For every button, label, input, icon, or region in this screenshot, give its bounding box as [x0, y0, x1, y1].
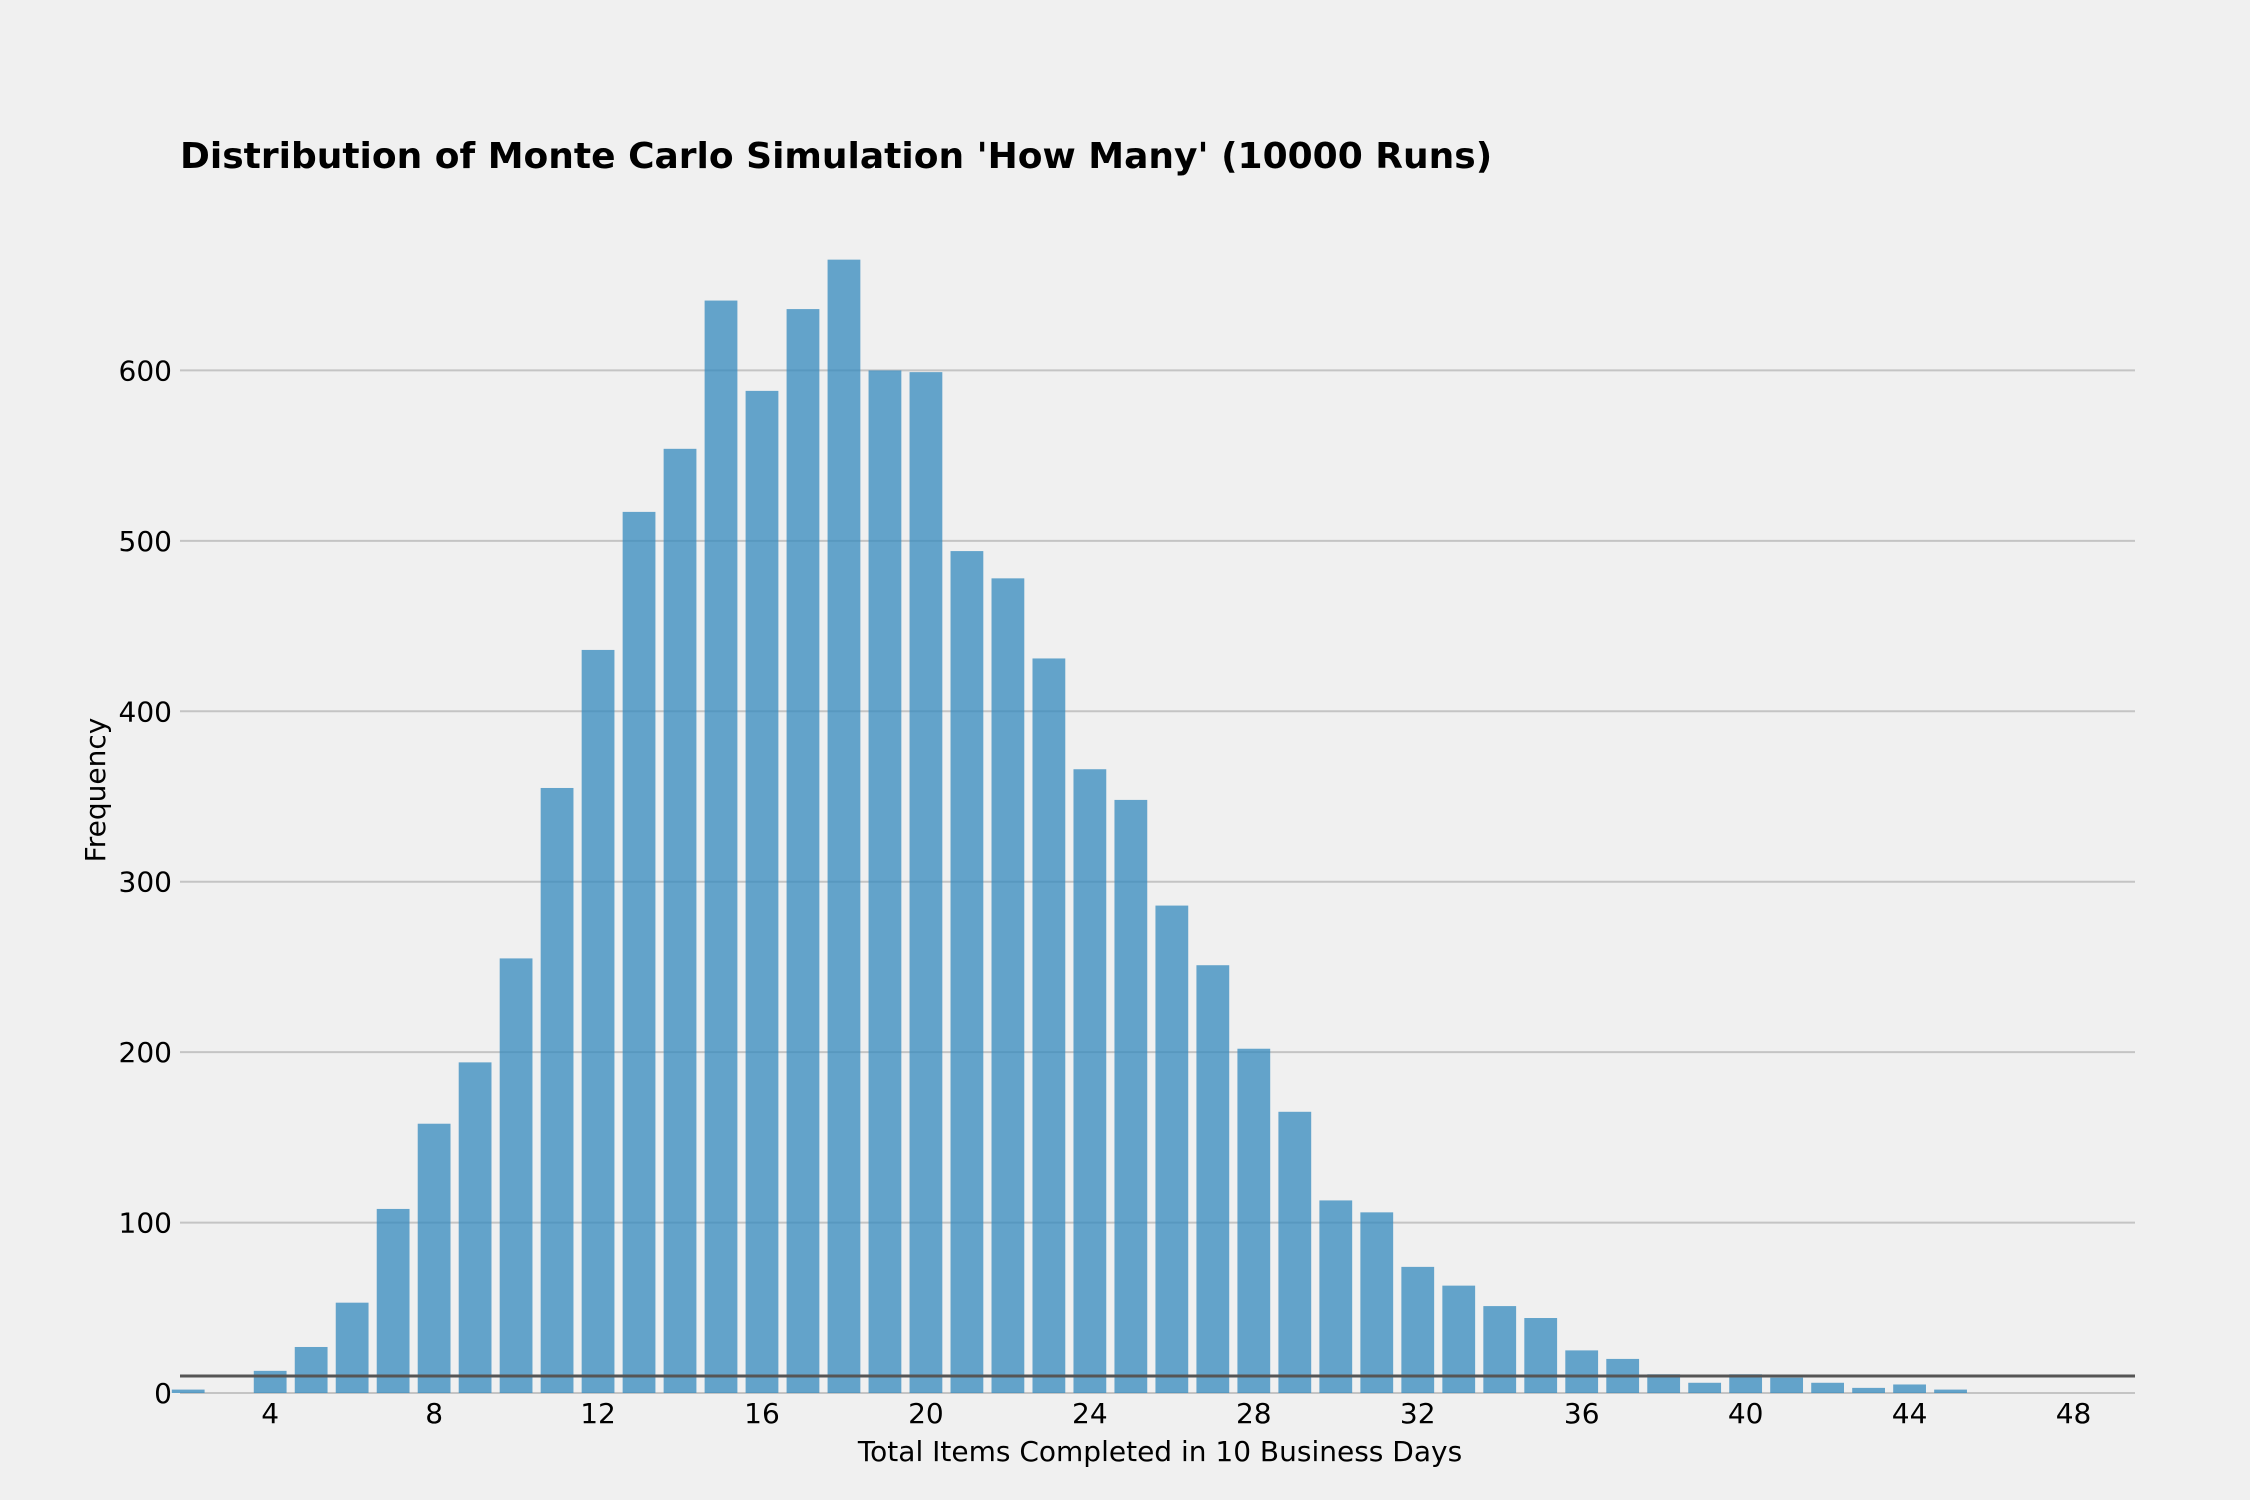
x-tick-label-16: 16 [744, 1397, 780, 1430]
x-tick-label-24: 24 [1072, 1397, 1108, 1430]
chart-title: Distribution of Monte Carlo Simulation '… [180, 136, 1492, 177]
bar-45 [1934, 1389, 1967, 1393]
bar-34 [1483, 1306, 1517, 1393]
x-axis-ticks: 4 8 12 16 20 24 28 32 36 40 44 48 [261, 1397, 2091, 1430]
bar-14 [663, 448, 697, 1394]
y-axis-label: Frequency [79, 718, 112, 863]
x-tick-label-12: 12 [580, 1397, 616, 1430]
bar-12 [581, 649, 615, 1393]
bar-4 [253, 1370, 287, 1393]
x-tick-label-20: 20 [908, 1397, 944, 1430]
y-tick-label-600: 600 [119, 354, 172, 387]
bar-16 [745, 390, 779, 1393]
bars-layer [171, 259, 1967, 1394]
y-axis-ticks: 0 100 200 300 400 500 600 [119, 354, 172, 1410]
bar-6 [335, 1302, 369, 1393]
bar-20 [909, 372, 943, 1394]
y-tick-label-400: 400 [119, 695, 172, 728]
bar-29 [1278, 1111, 1312, 1393]
bar-5 [294, 1346, 328, 1393]
bar-35 [1524, 1318, 1558, 1393]
x-tick-label-32: 32 [1400, 1397, 1436, 1430]
x-tick-label-28: 28 [1236, 1397, 1272, 1430]
bar-10 [499, 958, 533, 1393]
bar-13 [622, 511, 656, 1393]
x-tick-label-8: 8 [425, 1397, 443, 1430]
bar-8 [417, 1123, 451, 1393]
y-tick-label-100: 100 [119, 1207, 172, 1240]
bar-2 [171, 1389, 205, 1393]
x-axis-label: Total Items Completed in 10 Business Day… [857, 1435, 1462, 1468]
y-tick-label-200: 200 [119, 1036, 172, 1069]
bar-38 [1647, 1374, 1681, 1393]
bar-24 [1073, 769, 1107, 1393]
bar-21 [950, 551, 984, 1393]
bar-39 [1688, 1382, 1722, 1393]
bar-30 [1319, 1200, 1353, 1393]
bar-11 [540, 787, 574, 1393]
bar-40 [1729, 1374, 1763, 1393]
bar-18 [827, 259, 861, 1393]
bar-23 [1032, 658, 1066, 1393]
bar-36 [1565, 1350, 1599, 1393]
bar-19 [868, 370, 902, 1393]
x-tick-label-40: 40 [1728, 1397, 1764, 1430]
bar-25 [1114, 799, 1148, 1393]
bar-22 [991, 578, 1025, 1393]
y-tick-label-500: 500 [119, 525, 172, 558]
x-tick-label-48: 48 [2056, 1397, 2092, 1430]
bar-41 [1770, 1377, 1804, 1393]
x-tick-label-4: 4 [261, 1397, 279, 1430]
bar-28 [1237, 1048, 1271, 1393]
bar-15 [704, 300, 738, 1393]
bar-17 [786, 309, 820, 1394]
bar-32 [1401, 1266, 1435, 1393]
bar-31 [1360, 1212, 1394, 1393]
x-tick-label-44: 44 [1892, 1397, 1928, 1430]
bar-27 [1196, 965, 1230, 1393]
bar-43 [1852, 1387, 1885, 1393]
y-tick-label-300: 300 [119, 866, 172, 899]
bar-9 [458, 1062, 492, 1393]
bar-7 [376, 1208, 410, 1393]
bar-42 [1811, 1382, 1845, 1393]
bar-44 [1893, 1384, 1926, 1393]
bar-26 [1155, 905, 1189, 1393]
y-tick-label-0: 0 [154, 1377, 172, 1410]
x-tick-label-36: 36 [1564, 1397, 1600, 1430]
